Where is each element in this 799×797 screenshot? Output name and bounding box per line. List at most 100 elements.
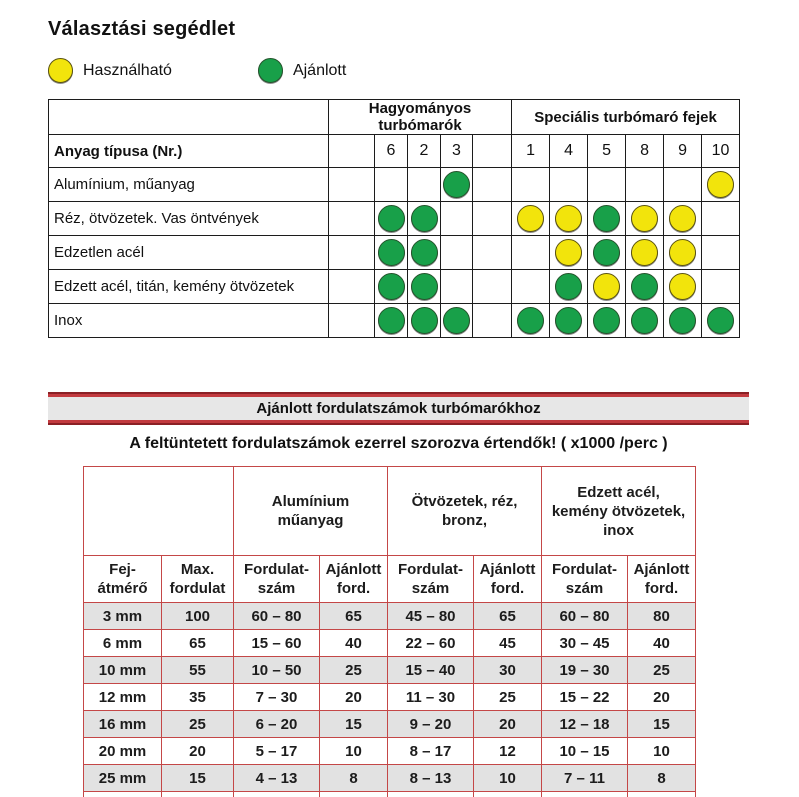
group-header-conventional: Hagyományos turbómarók [327, 99, 513, 135]
speed-value-cell: 45 [473, 629, 542, 657]
speed-value-cell: 100 [161, 602, 234, 630]
empty-mark-cell [511, 269, 551, 304]
speed-value-cell: 25 [626, 656, 697, 684]
empty-mark-cell [625, 167, 665, 202]
empty-mark-cell [328, 201, 375, 236]
banner-top-dark-line [48, 392, 749, 394]
speed-value-cell: 20 [161, 737, 234, 765]
speed-value-cell: 10 [473, 764, 542, 792]
spacer-column-header [471, 134, 513, 168]
speed-value-cell: 30 [473, 656, 542, 684]
empty-mark-cell [701, 201, 741, 236]
speed-value-cell: 8 – 17 [387, 737, 474, 765]
speed-row: 6 mm 65 15 – 60 40 22 – 60 45 30 – 45 40 [83, 629, 697, 657]
speed-row: 12 mm 35 7 – 30 20 11 – 30 25 15 – 22 20 [83, 683, 697, 711]
usable-mark-cell [663, 235, 703, 270]
usable-dot-icon [631, 205, 659, 232]
usable-mark-cell [625, 201, 665, 236]
head-diameter-cell: 20 mm [83, 737, 162, 765]
speed-value-cell: 35 [161, 683, 234, 711]
empty-mark-cell [440, 235, 473, 270]
speed-row: 3 mm 100 60 – 80 65 45 – 80 65 60 – 80 80 [83, 602, 697, 630]
speed-value-cell: 25 [319, 656, 388, 684]
recommended-mark-cell [511, 303, 551, 338]
speed-value-cell: 60 – 80 [233, 602, 320, 630]
speed-value-cell: 11 – 30 [387, 683, 474, 711]
speed-column-header: Ajánlott ford. [626, 555, 697, 603]
speed-value-cell: 40 [626, 629, 697, 657]
speed-column-header-row: Fej- átmérő Max. fordulat Fordulat- szám Aj… [83, 555, 697, 603]
empty-mark-cell [471, 201, 513, 236]
material-type-header: Anyag típusa (Nr.) [48, 134, 329, 168]
speed-value-cell: 22 – 60 [387, 629, 474, 657]
usable-mark-cell [625, 235, 665, 270]
recommended-dot-icon [410, 307, 438, 334]
speed-value-cell: 20 [319, 683, 388, 711]
speed-value-cell: 15 – 60 [233, 629, 320, 657]
column-number-row: Anyag típusa (Nr.) 6 2 3 1 4 5 8 9 10 [48, 134, 741, 168]
recommended-dot-icon [377, 307, 405, 334]
banner-top-red-line [48, 394, 749, 397]
column-number-header: 5 [587, 134, 627, 168]
corner-empty-cell [48, 99, 329, 135]
recommended-mark-cell [407, 201, 441, 236]
recommended-dot-icon [377, 239, 405, 266]
speed-group-header: Alumínium műanyag [233, 466, 388, 556]
column-number-header: 2 [407, 134, 441, 168]
empty-mark-cell [587, 167, 627, 202]
recommended-dot-icon [517, 307, 545, 334]
usable-mark-cell [663, 269, 703, 304]
recommended-dot-icon [555, 307, 583, 334]
recommended-dot-icon [593, 205, 621, 232]
usable-dot-icon [517, 205, 545, 232]
recommended-dot-icon [410, 205, 438, 232]
recommended-dot-icon [443, 307, 470, 334]
recommended-mark-cell [663, 303, 703, 338]
column-number-header: 10 [701, 134, 741, 168]
material-label: Edzett acél, titán, kemény ötvözetek [48, 269, 329, 304]
usable-dot-icon [707, 171, 735, 198]
speed-value-cell: 15 – 40 [387, 656, 474, 684]
cut-off-row [83, 791, 697, 797]
speed-value-cell: 7 – 30 [233, 683, 320, 711]
recommended-mark-cell [407, 235, 441, 270]
usable-mark-cell [701, 167, 741, 202]
usable-dot-icon [669, 205, 697, 232]
usable-dot-icon [593, 273, 621, 300]
material-row: Réz, ötvözetek. Vas öntvények [48, 201, 741, 236]
head-diameter-cell: 16 mm [83, 710, 162, 738]
speed-value-cell: 10 [626, 737, 697, 765]
speed-value-cell: 30 – 45 [541, 629, 628, 657]
speed-value-cell: 8 [319, 764, 388, 792]
speed-value-cell: 8 [626, 764, 697, 792]
speed-value-cell: 20 [473, 710, 542, 738]
speed-column-header: Fordulat- szám [233, 555, 320, 603]
empty-mark-cell [511, 167, 551, 202]
speed-value-cell: 15 [319, 710, 388, 738]
speed-value-cell: 12 [473, 737, 542, 765]
recommended-mark-cell [701, 303, 741, 338]
speed-value-cell: 19 – 30 [541, 656, 628, 684]
speed-value-cell: 25 [473, 683, 542, 711]
speed-value-cell: 45 – 80 [387, 602, 474, 630]
recommended-dot-icon [410, 273, 438, 300]
recommended-dot-icon [555, 273, 583, 300]
recommended-dot-icon [377, 273, 405, 300]
speed-row: 16 mm 25 6 – 20 15 9 – 20 20 12 – 18 15 [83, 710, 697, 738]
speed-value-cell: 10 – 50 [233, 656, 320, 684]
empty-mark-cell [471, 235, 513, 270]
speed-row: 25 mm 15 4 – 13 8 8 – 13 10 7 – 11 8 [83, 764, 697, 792]
speed-value-cell: 15 – 22 [541, 683, 628, 711]
material-label: Inox [48, 303, 329, 338]
recommended-dot-icon [631, 307, 659, 334]
speed-value-cell: 15 [161, 764, 234, 792]
column-number-header: 6 [374, 134, 408, 168]
speed-value-cell: 40 [319, 629, 388, 657]
speed-value-cell: 12 – 18 [541, 710, 628, 738]
speed-value-cell: 4 – 13 [233, 764, 320, 792]
speed-value-cell: 65 [161, 629, 234, 657]
column-number-header: 9 [663, 134, 703, 168]
speed-table: Alumínium műanyag Ötvözetek, réz, bronz, E… [83, 466, 697, 797]
recommended-mark-cell [407, 303, 441, 338]
recommended-mark-cell [440, 167, 473, 202]
